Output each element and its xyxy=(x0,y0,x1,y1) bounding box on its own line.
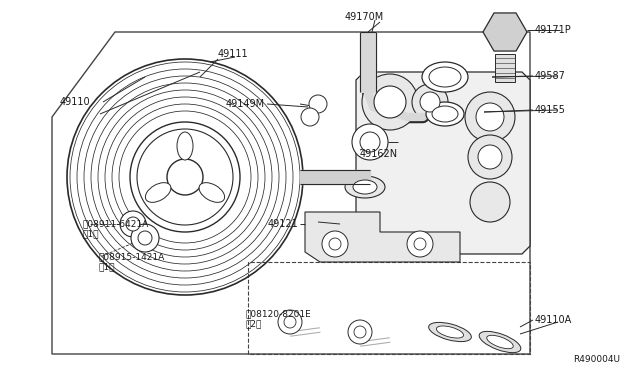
Text: （1）: （1） xyxy=(82,230,99,238)
Text: 49110A: 49110A xyxy=(535,315,572,325)
Text: ⓝ08911-6421A: ⓝ08911-6421A xyxy=(82,219,148,228)
Ellipse shape xyxy=(177,132,193,160)
Text: 49170M: 49170M xyxy=(345,12,384,22)
Circle shape xyxy=(126,217,140,231)
Text: 49155: 49155 xyxy=(535,105,566,115)
Text: 49111: 49111 xyxy=(218,49,248,59)
Polygon shape xyxy=(360,32,376,92)
Polygon shape xyxy=(495,54,515,82)
Circle shape xyxy=(478,145,502,169)
Ellipse shape xyxy=(429,67,461,87)
Text: 49110: 49110 xyxy=(60,97,91,107)
Ellipse shape xyxy=(436,326,463,338)
Ellipse shape xyxy=(345,176,385,198)
Text: R490004U: R490004U xyxy=(573,356,620,365)
Text: Ⓑ08120-8201E: Ⓑ08120-8201E xyxy=(245,310,311,318)
Ellipse shape xyxy=(432,106,458,122)
Circle shape xyxy=(120,211,146,237)
Circle shape xyxy=(138,231,152,245)
Text: ⓜ08915-1421A: ⓜ08915-1421A xyxy=(98,253,164,262)
Ellipse shape xyxy=(199,183,225,202)
Circle shape xyxy=(352,124,388,160)
Circle shape xyxy=(414,238,426,250)
Ellipse shape xyxy=(479,331,521,353)
Circle shape xyxy=(360,132,380,152)
Polygon shape xyxy=(305,212,460,262)
Circle shape xyxy=(465,92,515,142)
Circle shape xyxy=(167,159,203,195)
Circle shape xyxy=(470,182,510,222)
Ellipse shape xyxy=(426,102,464,126)
Circle shape xyxy=(278,310,302,334)
Circle shape xyxy=(329,238,341,250)
Circle shape xyxy=(309,95,327,113)
Circle shape xyxy=(420,92,440,112)
Text: 49171P: 49171P xyxy=(535,25,572,35)
Circle shape xyxy=(407,231,433,257)
Circle shape xyxy=(348,320,372,344)
Ellipse shape xyxy=(145,183,171,202)
Ellipse shape xyxy=(429,323,471,341)
Text: 49587: 49587 xyxy=(535,71,566,81)
Circle shape xyxy=(476,103,504,131)
Circle shape xyxy=(322,231,348,257)
Circle shape xyxy=(374,86,406,118)
Circle shape xyxy=(412,84,448,120)
Circle shape xyxy=(131,224,159,252)
Ellipse shape xyxy=(487,335,513,349)
Ellipse shape xyxy=(422,62,468,92)
Circle shape xyxy=(301,108,319,126)
Circle shape xyxy=(468,135,512,179)
Circle shape xyxy=(130,122,240,232)
Polygon shape xyxy=(356,72,530,254)
Circle shape xyxy=(362,74,418,130)
Text: （1）: （1） xyxy=(98,263,115,272)
Text: 49162N: 49162N xyxy=(360,149,398,159)
Circle shape xyxy=(354,326,366,338)
Text: 49149M: 49149M xyxy=(226,99,265,109)
Text: 49121: 49121 xyxy=(268,219,298,229)
Text: （2）: （2） xyxy=(245,320,261,328)
Circle shape xyxy=(137,129,233,225)
Ellipse shape xyxy=(353,180,377,194)
Polygon shape xyxy=(483,13,527,51)
Circle shape xyxy=(284,316,296,328)
